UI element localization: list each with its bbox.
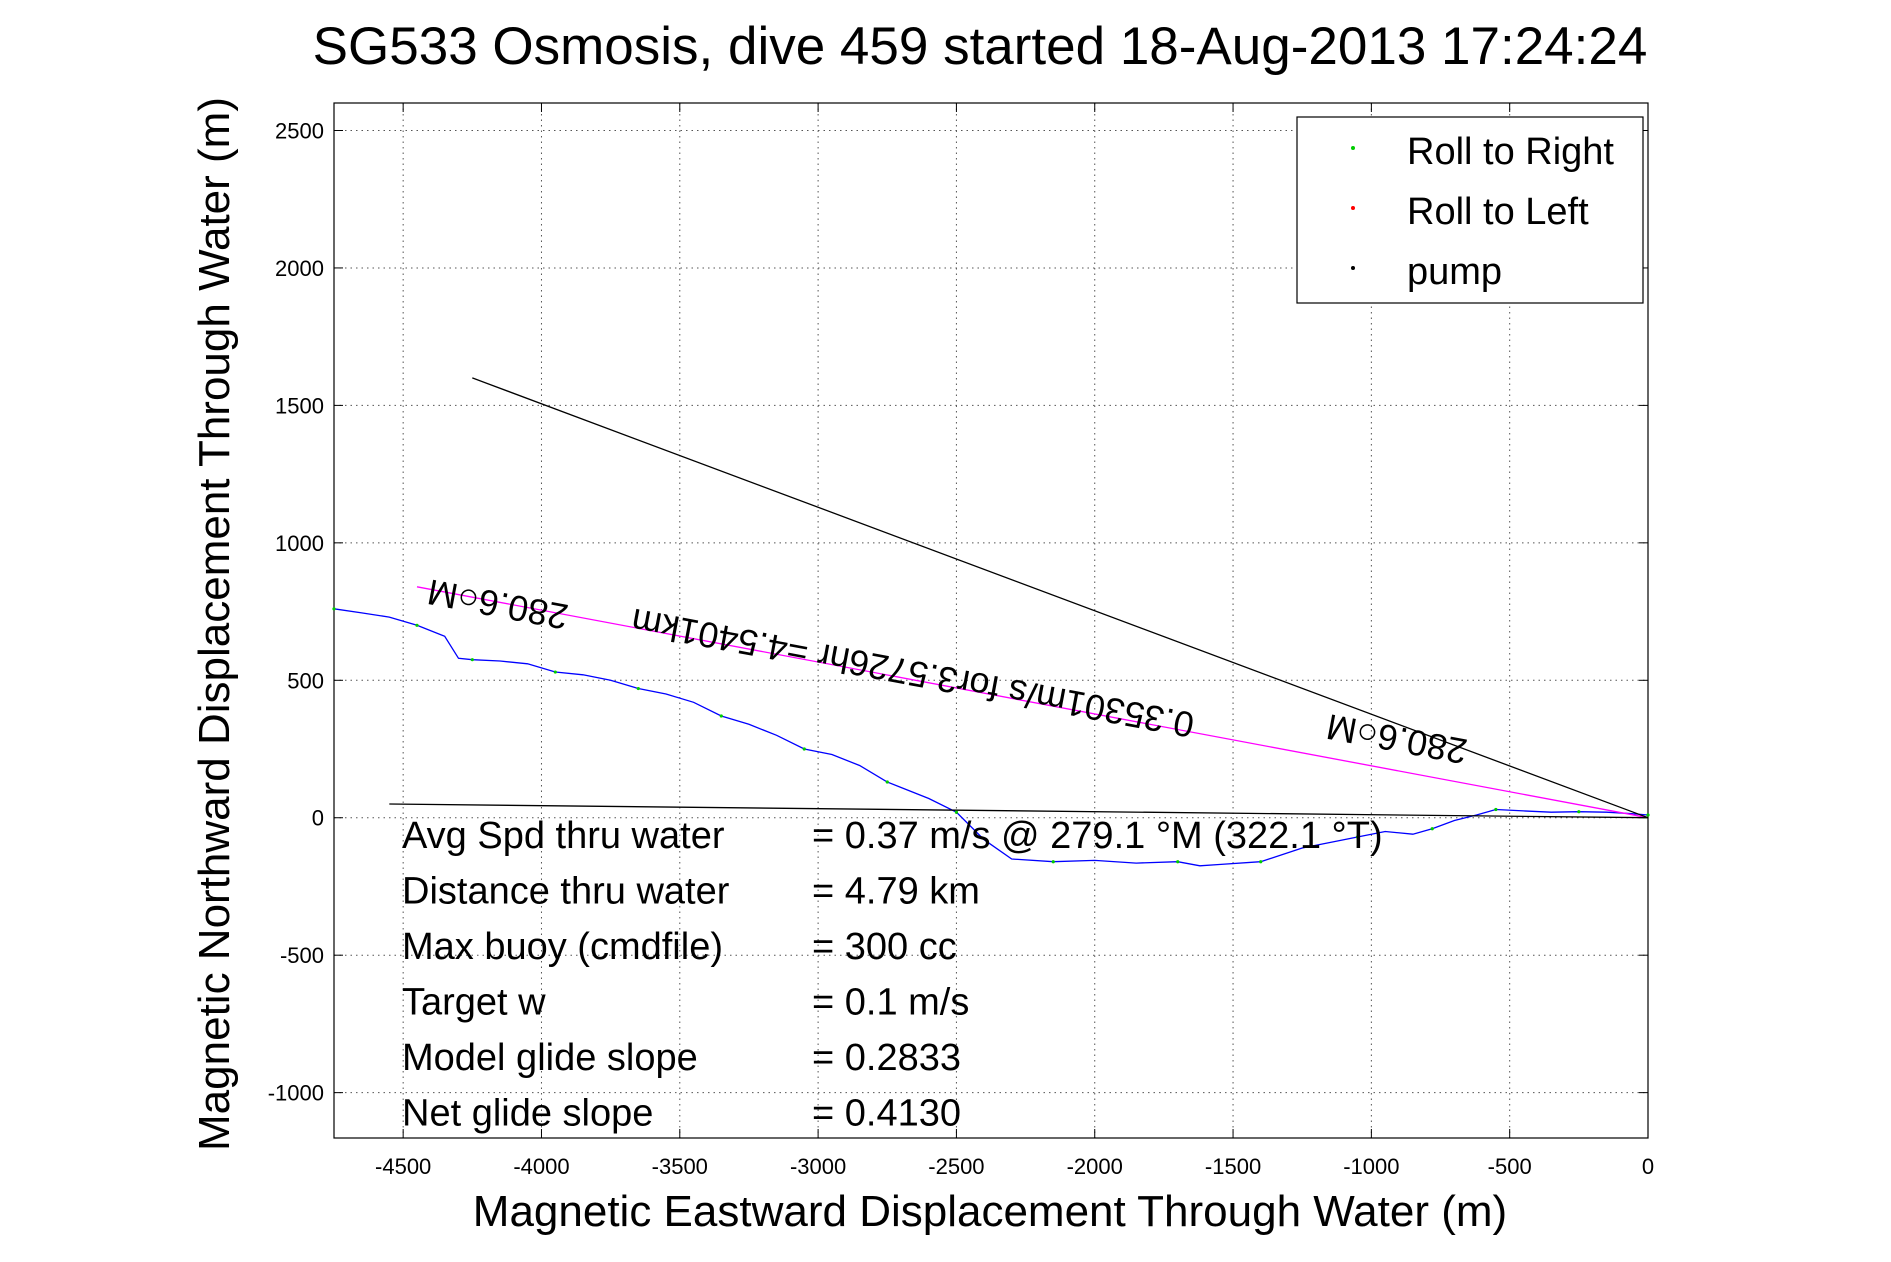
track-marker bbox=[719, 714, 723, 718]
stat-label: Model glide slope bbox=[402, 1037, 698, 1079]
y-tick-label: -1000 bbox=[268, 1081, 324, 1106]
stat-label: Net glide slope bbox=[402, 1093, 653, 1135]
y-tick-label: 2500 bbox=[275, 118, 324, 143]
stat-value: = 4.79 km bbox=[812, 871, 980, 913]
y-tick-label: 2000 bbox=[275, 256, 324, 281]
track-marker bbox=[332, 607, 336, 611]
x-tick-label: -2000 bbox=[1067, 1154, 1123, 1179]
y-tick-label: 1000 bbox=[275, 531, 324, 556]
track-marker bbox=[1646, 813, 1650, 817]
stat-label: Max buoy (cmdfile) bbox=[402, 926, 723, 968]
legend: Roll to Right Roll to Left pump bbox=[1296, 116, 1644, 304]
stat-label: Avg Spd thru water bbox=[402, 815, 725, 857]
y-tick-label: 500 bbox=[287, 668, 324, 693]
legend-marker bbox=[1351, 146, 1355, 150]
x-tick-label: -3500 bbox=[652, 1154, 708, 1179]
chart-title: SG533 Osmosis, dive 459 started 18-Aug-2… bbox=[313, 17, 1648, 76]
track-marker bbox=[415, 623, 419, 627]
stat-value: = 0.2833 bbox=[812, 1037, 961, 1079]
x-tick-label: -3000 bbox=[790, 1154, 846, 1179]
stat-value: = 0.37 m/s @ 279.1 °M (322.1 °T) bbox=[812, 815, 1383, 857]
tick-labels: -4500 -4000 -3500 -3000 -2500 -2000 -1500 -1000… bbox=[268, 103, 1654, 1179]
track-marker bbox=[885, 780, 889, 784]
stat-value: = 300 cc bbox=[812, 926, 957, 968]
series-line-1 bbox=[416, 586, 1649, 819]
track-marker bbox=[954, 810, 959, 814]
legend-label: pump bbox=[1407, 251, 1502, 293]
y-tick-label: 1500 bbox=[275, 393, 324, 418]
track-marker bbox=[1176, 860, 1180, 864]
stat-label: Distance thru water bbox=[402, 871, 730, 913]
plot-area-border bbox=[333, 102, 1649, 1139]
track-marker bbox=[553, 670, 557, 674]
track-marker bbox=[802, 747, 806, 751]
track-marker bbox=[1259, 860, 1263, 864]
y-tick-label: -500 bbox=[280, 943, 324, 968]
y-axis-label: Magnetic Northward Displacement Through … bbox=[190, 97, 239, 1151]
x-axis-label: Magnetic Eastward Displacement Through W… bbox=[473, 1187, 1507, 1236]
x-tick-label: -500 bbox=[1488, 1154, 1532, 1179]
track-marker bbox=[1430, 827, 1434, 831]
legend-marker bbox=[1351, 206, 1355, 210]
stat-value: = 0.1 m/s bbox=[812, 982, 969, 1024]
track-marker bbox=[1494, 807, 1498, 812]
track-marker bbox=[470, 658, 474, 662]
stats-block: Avg Spd thru water = 0.37 m/s @ 279.1 °M … bbox=[402, 815, 1383, 1135]
track-marker bbox=[1577, 810, 1581, 814]
track-marker bbox=[1355, 835, 1360, 839]
track-marker bbox=[636, 686, 640, 691]
legend-marker bbox=[1351, 266, 1355, 270]
legend-label: Roll to Left bbox=[1407, 191, 1589, 233]
legend-label: Roll to Right bbox=[1407, 131, 1614, 173]
series-layer bbox=[332, 377, 1650, 867]
x-tick-label: -4000 bbox=[513, 1154, 569, 1179]
series-line-2 bbox=[472, 377, 1649, 819]
x-tick-label: -1500 bbox=[1205, 1154, 1261, 1179]
x-tick-label: -1000 bbox=[1343, 1154, 1399, 1179]
series-line-3 bbox=[389, 803, 1649, 819]
stat-label: Target w bbox=[402, 982, 546, 1024]
track-marker bbox=[1051, 860, 1055, 864]
x-tick-label: 0 bbox=[1642, 1154, 1654, 1179]
y-tick-label: 0 bbox=[312, 806, 324, 831]
axes-frame bbox=[333, 102, 1649, 1139]
x-tick-label: -4500 bbox=[375, 1154, 431, 1179]
x-tick-label: -2500 bbox=[928, 1154, 984, 1179]
stat-value: = 0.4130 bbox=[812, 1093, 961, 1135]
